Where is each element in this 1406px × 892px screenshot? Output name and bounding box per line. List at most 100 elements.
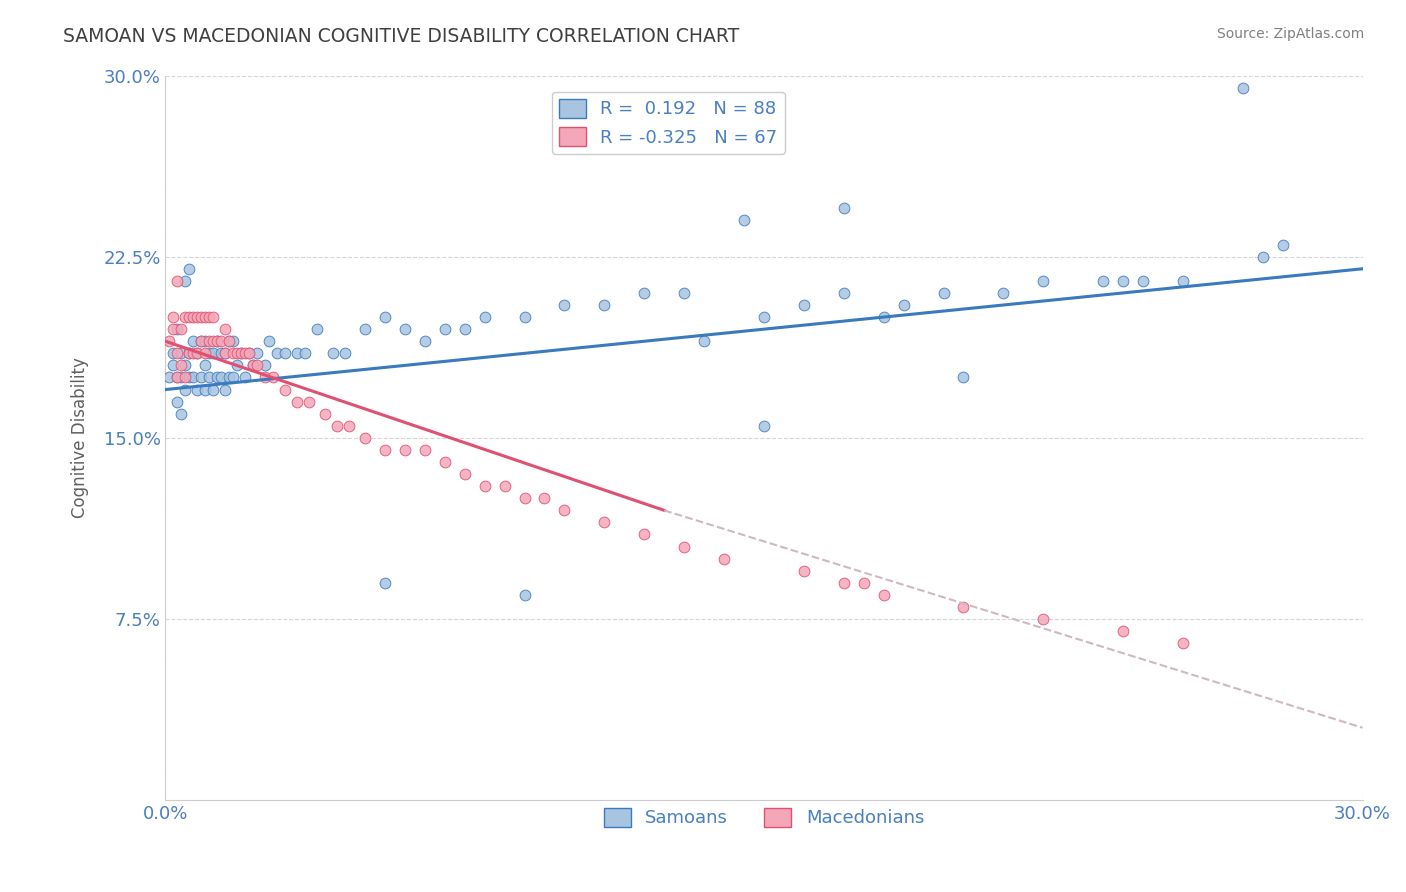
Point <box>254 359 277 373</box>
Point <box>181 346 204 360</box>
Point <box>174 383 197 397</box>
Point <box>394 442 416 457</box>
Point <box>354 431 377 445</box>
Point <box>533 491 555 506</box>
Point <box>202 346 225 360</box>
Point <box>198 370 221 384</box>
Point <box>633 527 655 541</box>
Point <box>733 213 755 227</box>
Point <box>162 310 184 324</box>
Point <box>170 322 193 336</box>
Point <box>194 383 217 397</box>
Point <box>1132 274 1154 288</box>
Point <box>1032 612 1054 626</box>
Point <box>752 310 775 324</box>
Point <box>190 334 212 349</box>
Point <box>190 370 212 384</box>
Point <box>181 334 204 349</box>
Point <box>793 298 815 312</box>
Point <box>242 359 264 373</box>
Point <box>202 310 225 324</box>
Point <box>214 383 236 397</box>
Point <box>190 310 212 324</box>
Point <box>246 359 269 373</box>
Point <box>832 575 855 590</box>
Point <box>186 310 208 324</box>
Y-axis label: Cognitive Disability: Cognitive Disability <box>72 358 89 518</box>
Point <box>752 418 775 433</box>
Legend: Samoans, Macedonians: Samoans, Macedonians <box>596 801 931 835</box>
Point <box>285 394 308 409</box>
Point <box>166 394 188 409</box>
Point <box>198 310 221 324</box>
Point <box>157 370 180 384</box>
Point <box>222 334 245 349</box>
Point <box>326 418 349 433</box>
Point <box>218 334 240 349</box>
Point <box>238 346 260 360</box>
Point <box>222 346 245 360</box>
Point <box>179 370 201 384</box>
Point <box>322 346 344 360</box>
Point <box>832 202 855 216</box>
Point <box>166 346 188 360</box>
Point <box>553 503 575 517</box>
Point <box>179 261 201 276</box>
Point <box>474 479 496 493</box>
Point <box>354 322 377 336</box>
Point <box>207 370 229 384</box>
Point <box>553 298 575 312</box>
Point <box>413 334 436 349</box>
Point <box>474 310 496 324</box>
Point <box>453 322 475 336</box>
Point <box>932 285 955 300</box>
Point <box>254 370 277 384</box>
Point <box>231 346 253 360</box>
Point <box>337 418 360 433</box>
Point <box>174 370 197 384</box>
Point <box>214 346 236 360</box>
Point <box>174 310 197 324</box>
Point <box>294 346 316 360</box>
Point <box>238 346 260 360</box>
Point <box>209 346 232 360</box>
Point <box>181 370 204 384</box>
Point <box>1032 274 1054 288</box>
Point <box>593 516 616 530</box>
Point <box>202 383 225 397</box>
Point <box>952 599 974 614</box>
Point <box>162 346 184 360</box>
Point <box>285 346 308 360</box>
Point <box>157 334 180 349</box>
Point <box>494 479 516 493</box>
Point <box>214 322 236 336</box>
Point <box>170 370 193 384</box>
Point <box>162 322 184 336</box>
Point <box>233 370 256 384</box>
Point <box>298 394 321 409</box>
Point <box>453 467 475 482</box>
Point <box>233 346 256 360</box>
Point <box>1112 624 1135 639</box>
Point <box>190 334 212 349</box>
Point <box>166 370 188 384</box>
Point <box>413 442 436 457</box>
Point <box>1251 250 1274 264</box>
Point <box>832 285 855 300</box>
Point <box>246 346 269 360</box>
Point <box>186 346 208 360</box>
Point <box>513 588 536 602</box>
Point <box>166 274 188 288</box>
Point <box>194 310 217 324</box>
Point <box>873 588 896 602</box>
Point <box>166 322 188 336</box>
Point <box>1271 237 1294 252</box>
Point <box>179 310 201 324</box>
Point <box>209 334 232 349</box>
Point <box>274 383 297 397</box>
Point <box>633 285 655 300</box>
Point <box>374 442 396 457</box>
Point <box>179 346 201 360</box>
Point <box>202 334 225 349</box>
Point <box>314 407 336 421</box>
